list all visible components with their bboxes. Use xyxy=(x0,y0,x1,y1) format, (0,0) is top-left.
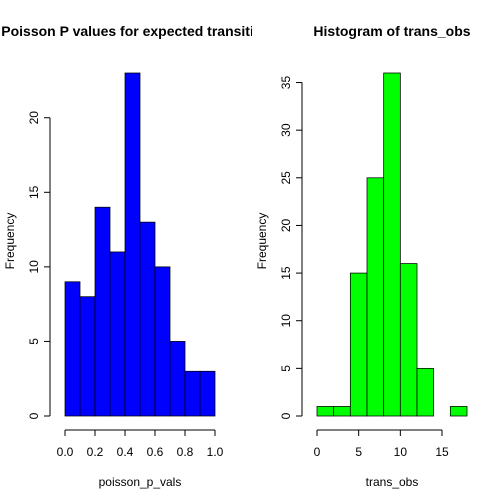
bar xyxy=(124,72,141,417)
x-axis: 0 5 10 15 xyxy=(314,429,449,459)
y-axis: 0 5 10 15 20 xyxy=(27,111,51,419)
bar xyxy=(154,266,171,417)
bar xyxy=(383,72,401,417)
x-axis-label: trans_obs xyxy=(366,475,419,489)
bar xyxy=(416,367,435,417)
bar xyxy=(349,272,368,417)
y-tick-label: 15 xyxy=(279,266,293,280)
chart-title: Histogram of trans_obs xyxy=(313,23,470,39)
histogram-poisson-p-vals: Poisson P values for expected transition… xyxy=(1,23,279,489)
bars xyxy=(64,72,216,417)
x-tick-label: 0.2 xyxy=(87,445,104,459)
y-tick-label: 10 xyxy=(27,260,41,274)
bar xyxy=(184,370,201,417)
y-axis: 0 5 10 15 20 25 30 35 xyxy=(279,76,303,419)
y-tick-label: 5 xyxy=(27,338,41,345)
bar xyxy=(399,263,418,417)
y-tick-label: 25 xyxy=(279,171,293,185)
x-tick-label: 1.0 xyxy=(207,445,224,459)
x-tick-label: 0 xyxy=(314,445,321,459)
x-axis: 0.0 0.2 0.4 0.6 0.8 1.0 xyxy=(57,429,224,459)
y-tick-label: 20 xyxy=(279,218,293,232)
y-tick-label: 20 xyxy=(27,111,41,125)
bars xyxy=(316,72,468,417)
y-tick-label: 0 xyxy=(279,412,293,419)
y-tick-label: 35 xyxy=(279,76,293,90)
bar xyxy=(94,206,111,417)
bar xyxy=(316,406,335,417)
chart-title: Poisson P values for expected transition… xyxy=(1,23,279,39)
bar xyxy=(109,251,126,417)
y-axis-label: Frequency xyxy=(255,213,269,270)
bar xyxy=(169,341,186,417)
bar xyxy=(199,370,216,417)
bar xyxy=(449,406,468,417)
bar xyxy=(79,296,96,417)
bar xyxy=(366,177,385,417)
y-tick-label: 30 xyxy=(279,123,293,137)
y-tick-label: 0 xyxy=(27,412,41,419)
y-tick-label: 5 xyxy=(279,365,293,372)
x-tick-label: 0.4 xyxy=(117,445,134,459)
bar xyxy=(64,281,81,417)
x-tick-label: 15 xyxy=(435,445,449,459)
y-axis-label: Frequency xyxy=(3,213,17,270)
y-tick-label: 15 xyxy=(27,185,41,199)
x-tick-label: 10 xyxy=(394,445,408,459)
bar xyxy=(333,406,351,417)
x-tick-label: 5 xyxy=(355,445,362,459)
x-axis-label: poisson_p_vals xyxy=(99,475,182,489)
histogram-trans-obs: Histogram of trans_obs 0 5 10 15 0 5 10 15 20 25… xyxy=(255,23,471,489)
x-tick-label: 0.6 xyxy=(147,445,164,459)
x-tick-label: 0.8 xyxy=(177,445,194,459)
y-tick-label: 10 xyxy=(279,314,293,328)
bar xyxy=(139,221,156,417)
x-tick-label: 0.0 xyxy=(57,445,74,459)
